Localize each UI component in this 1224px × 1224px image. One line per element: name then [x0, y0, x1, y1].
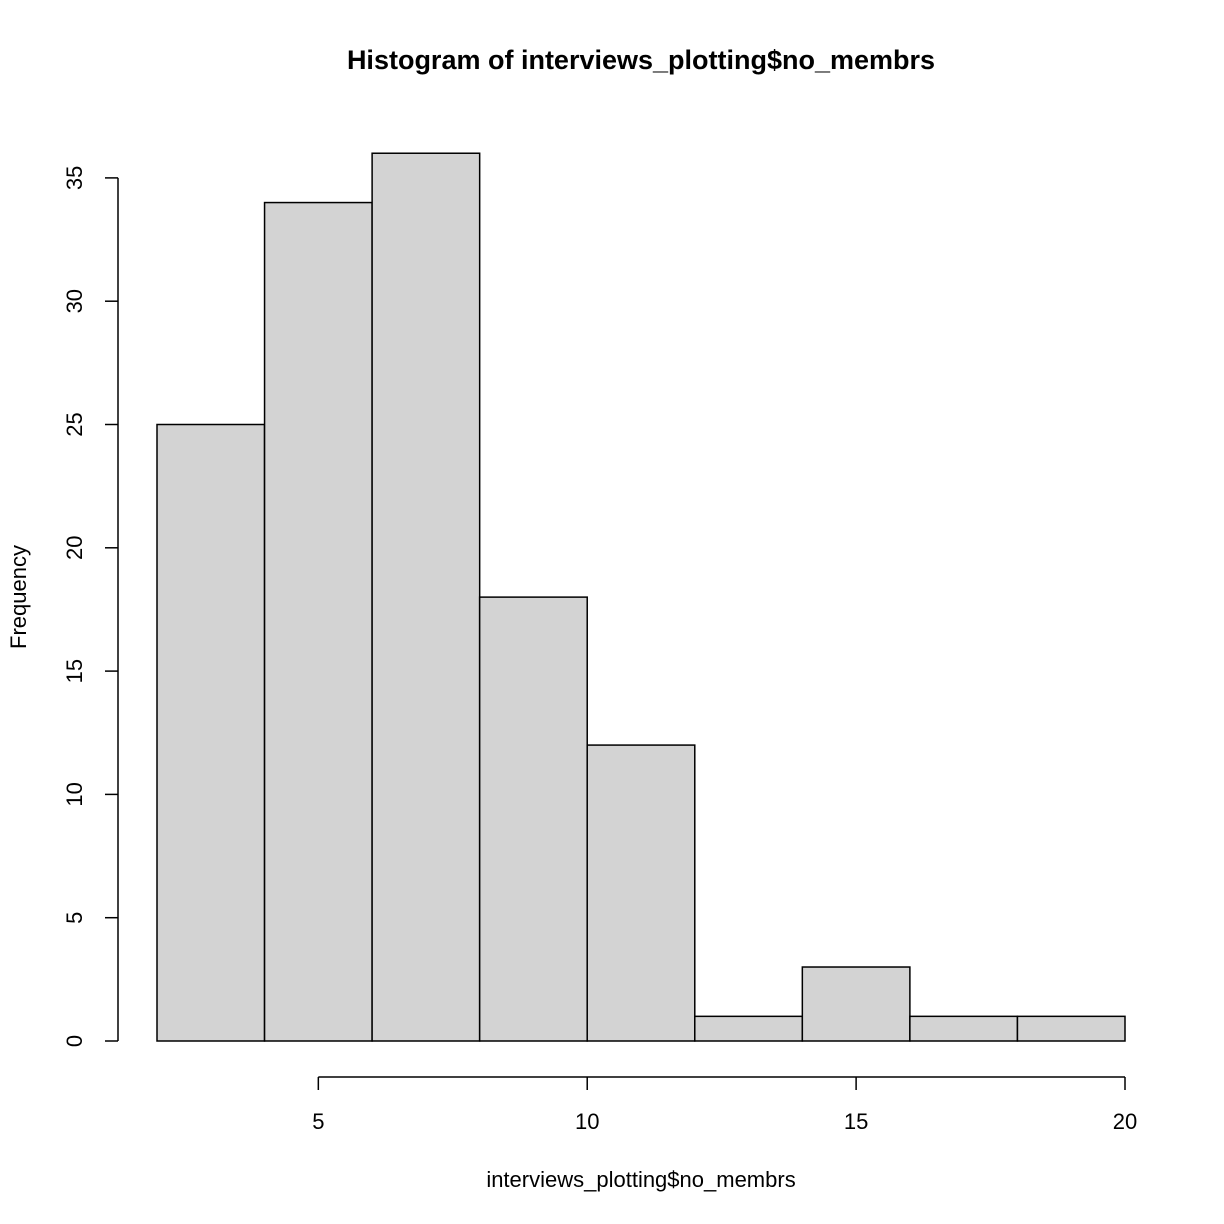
y-axis: 0 5 10 15 20 25 30 35 [62, 166, 119, 1047]
chart-title: Histogram of interviews_plotting$no_memb… [347, 45, 935, 75]
x-tick-label: 5 [312, 1109, 324, 1134]
histogram-bar-1 [156, 423, 266, 1042]
y-tick-label: 25 [62, 412, 87, 436]
y-tick-label: 5 [62, 912, 87, 924]
histogram-bar-6 [694, 1015, 804, 1042]
histogram-bar-5 [586, 744, 696, 1042]
histogram-bar-7 [801, 966, 911, 1042]
y-tick-label: 15 [62, 659, 87, 683]
y-tick-label: 35 [62, 166, 87, 190]
y-tick-label: 20 [62, 536, 87, 560]
x-tick-label: 10 [575, 1109, 599, 1134]
histogram-bar-9 [1016, 1015, 1126, 1042]
bars-group [156, 152, 1126, 1042]
histogram-bar-4 [478, 596, 588, 1042]
histogram-bar-8 [909, 1015, 1019, 1042]
x-axis: 5 10 15 20 [312, 1076, 1137, 1134]
y-tick-label: 30 [62, 289, 87, 313]
histogram-bar-2 [263, 201, 373, 1042]
x-tick-label: 20 [1113, 1109, 1137, 1134]
y-axis-label: Frequency [6, 545, 31, 649]
y-tick-label: 10 [62, 782, 87, 806]
x-axis-label: interviews_plotting$no_membrs [486, 1167, 795, 1192]
y-tick-label: 0 [62, 1035, 87, 1047]
x-tick-label: 15 [844, 1109, 868, 1134]
histogram-bar-3 [371, 152, 481, 1042]
